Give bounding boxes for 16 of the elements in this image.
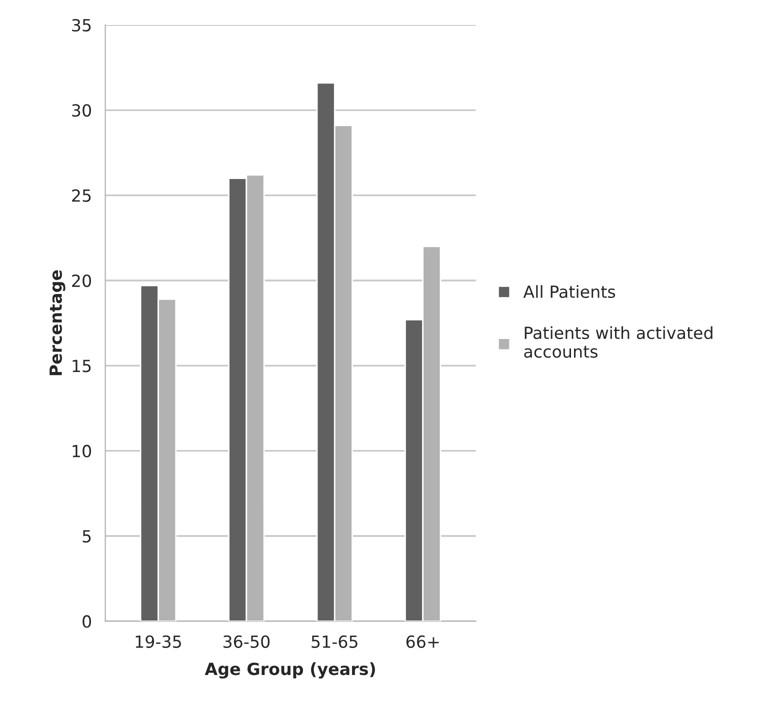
legend-label: All Patients [523, 285, 616, 298]
x-tick-label: 51-65 [312, 635, 358, 648]
y-tick-label: 0 [82, 615, 91, 628]
y-tick-label: 20 [72, 274, 91, 288]
x-tick-label: 66+ [406, 635, 439, 648]
y-tick-label: 35 [72, 18, 91, 32]
x-tick-label: 19-35 [136, 635, 181, 648]
y-tick-label: 25 [72, 189, 91, 202]
y-tick-label: 15 [72, 360, 91, 372]
y-tick-label: 30 [72, 104, 91, 117]
x-tick-label: 36-50 [224, 635, 270, 648]
y-tick-label: 5 [82, 530, 91, 543]
y-axis-title: Percentage [50, 270, 66, 376]
legend-label: Patients with activated accounts [524, 326, 712, 358]
x-axis-title: Age Group (years) [204, 662, 375, 679]
y-tick-label: 10 [72, 444, 91, 458]
